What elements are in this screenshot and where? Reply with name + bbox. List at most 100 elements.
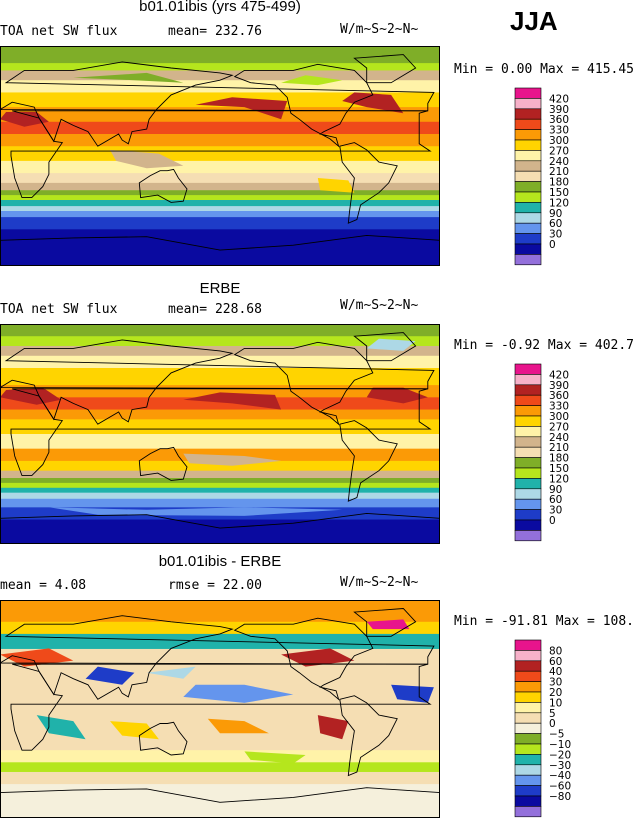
contour-band [0,195,440,201]
contour-band [0,190,440,196]
contour-band [0,160,440,174]
contour-band [0,121,440,135]
units-label: W/m~S~2~N~ [340,575,419,590]
colorbar-box [514,374,542,386]
field-label: TOA net SW flux [0,24,118,39]
colorbar-box [514,222,542,234]
colorbar-tick-label: 60 [549,218,562,230]
colorbar-tick-label: 0 [549,239,556,251]
colorbar-box [514,639,542,651]
colorbar-tick-label: −20 [549,749,571,761]
coastline [233,63,374,148]
contour-patch [48,507,343,516]
contour-patch [244,751,306,764]
contour-band [0,478,440,484]
colorbar-tick-label: 60 [549,494,562,506]
panel-title: b01.01ibis (yrs 475-499) [139,0,301,15]
colorbar-tick-label: −40 [549,770,571,782]
units-label: W/m~S~2~N~ [340,298,419,313]
colorbar-box [514,243,542,255]
colorbar-tick-label: 150 [549,187,569,199]
contour-band [0,762,440,773]
colorbar-box [514,181,542,193]
colorbar-tick-label: 0 [549,515,556,527]
contour-patch [0,648,74,667]
minmax-label: Min = 0.00 Max = 415.45 [454,62,634,77]
colorbar-box [514,170,542,182]
contour-band [0,355,440,369]
colorbar-box [514,202,542,214]
colorbar-tick-label: 300 [549,411,569,423]
contour-patch [281,75,343,86]
colorbar-tick-label: 420 [549,93,569,105]
map-frame [0,324,440,544]
coastline [339,420,398,502]
contour-band [0,448,440,462]
colorbar-box [514,118,542,130]
contour-band [0,324,440,337]
contour-band [0,46,440,64]
colorbar-box [514,191,542,203]
coastline [339,695,398,777]
coastline [0,234,440,266]
colorbar-box [514,774,542,786]
obs-map [0,324,440,544]
contour-band [0,211,440,218]
colorbar-tick-label: 360 [549,114,569,126]
colorbar-tick-label: 120 [549,197,569,209]
colorbar-box [514,691,542,703]
contour-band [0,419,440,435]
colorbar-box [514,733,542,745]
coastline [339,142,398,224]
colorbar-tick-label: −10 [549,739,571,751]
diff-map [0,600,440,818]
mean-label: mean= 232.76 [168,24,262,39]
colorbar-tick-label: 10 [549,697,562,709]
coastline [10,110,432,199]
season-label: JJA [510,6,558,36]
colorbar-box [514,212,542,224]
colorbar-tick-label: 420 [549,369,569,381]
coastline [0,512,440,544]
colorbar-tick-label: 210 [549,442,569,454]
colorbar-box [514,660,542,672]
colorbar-box [514,446,542,458]
contour-patch [183,453,282,466]
colorbar-box [514,108,542,120]
contour-patch [342,92,404,114]
contour-patch [366,338,416,351]
contour-band [0,487,440,494]
colorbar-box [514,426,542,438]
contour-patch [73,72,184,83]
colorbar-tick-label: 30 [549,229,562,241]
colorbar-tick-label: 360 [549,390,569,402]
coastline [10,663,432,751]
colorbar-box [514,363,542,375]
contour-patch [366,387,428,404]
coastline [353,332,417,362]
contour-band [0,368,440,386]
contour-band [0,409,440,420]
colorbar-box [514,394,542,406]
colorbar-tick-label: 270 [549,421,569,433]
colorbar-box [514,488,542,500]
colorbar-box [514,702,542,714]
colorbar-tick-label: 20 [549,687,562,699]
contour-patch [391,684,434,703]
contour-band [0,784,440,818]
contour-patch [317,178,355,193]
map-frame [0,46,440,266]
colorbar-tick-label: −30 [549,760,571,772]
contour-band [0,70,440,81]
units-label: W/m~S~2~N~ [340,22,419,37]
contour-band [0,134,440,147]
panel-title: ERBE [199,280,241,297]
colorbar-tick-label: 30 [549,505,562,517]
colorbar-box [514,722,542,734]
coastline [0,615,435,700]
minmax-label: Min = -91.81 Max = 108.27 [454,614,634,629]
contour-band [0,182,440,191]
